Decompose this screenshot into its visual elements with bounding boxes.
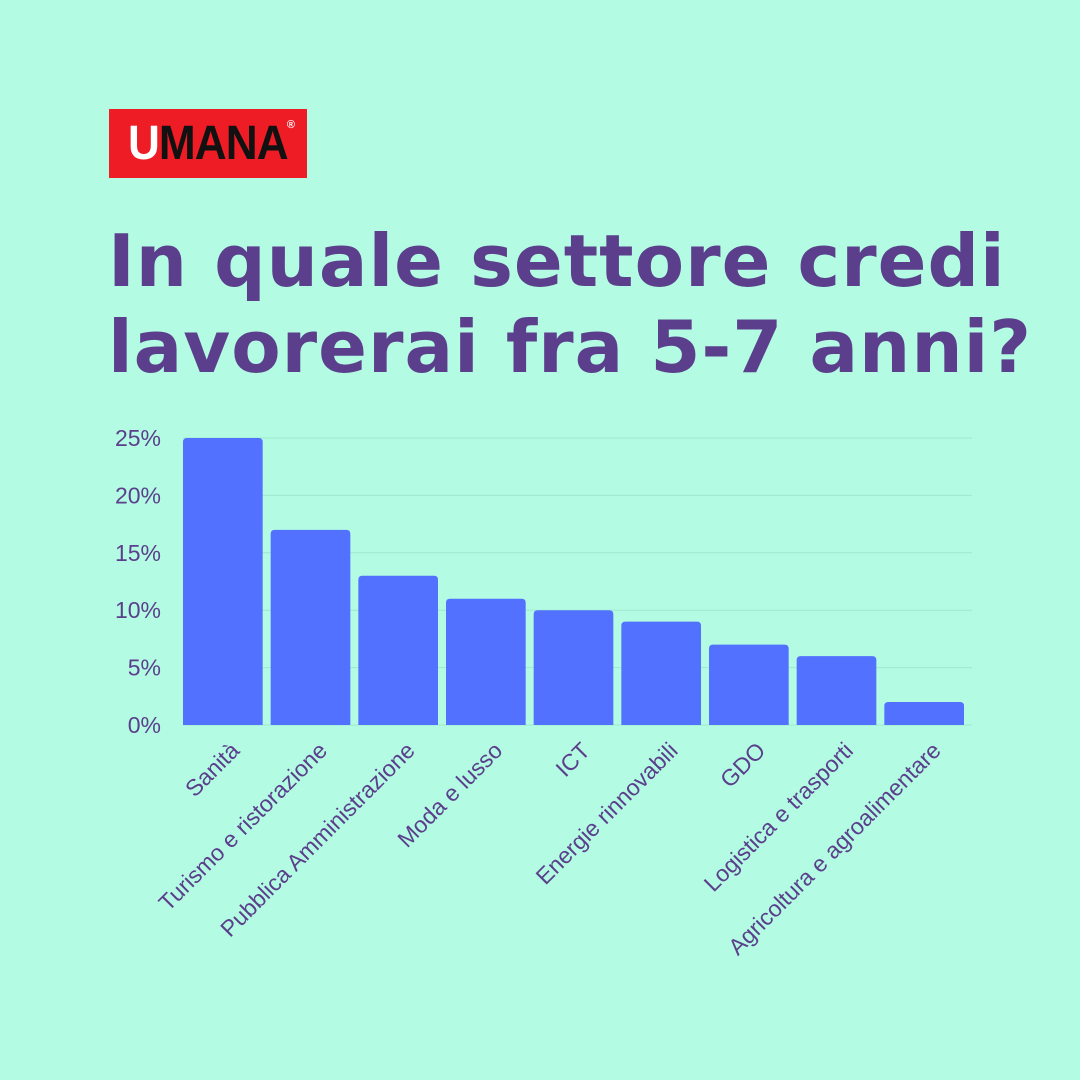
- category-label: ICT: [550, 737, 595, 782]
- title-line-1: In quale settore credi: [108, 219, 1006, 303]
- bar: [533, 610, 614, 725]
- bar: [358, 575, 438, 725]
- y-tick-label: 10%: [115, 597, 161, 623]
- bar: [270, 529, 351, 725]
- bar: [796, 656, 877, 725]
- category-label: Logistica e trasporti: [699, 737, 858, 896]
- category-label: Turismo e ristorazione: [153, 737, 332, 916]
- y-tick-label: 25%: [115, 425, 161, 451]
- category-label: GDO: [715, 737, 770, 792]
- bars: [183, 438, 964, 725]
- y-tick-label: 5%: [128, 655, 161, 681]
- bar: [709, 644, 789, 725]
- y-tick-label: 20%: [115, 482, 161, 508]
- y-axis-ticks: 0% 5% 10% 15% 20% 25%: [115, 425, 161, 738]
- bar: [884, 702, 964, 725]
- logo-first-letter: U: [128, 116, 160, 170]
- logo-registered-mark: ®: [286, 119, 295, 131]
- y-tick-label: 15%: [115, 540, 161, 566]
- bar: [446, 598, 526, 725]
- umana-logo: UMANA ®: [109, 109, 307, 178]
- title-line-2: lavorerai fra 5-7 anni?: [108, 305, 1033, 389]
- y-tick-label: 0%: [128, 712, 161, 738]
- category-label: Sanità: [180, 737, 245, 802]
- bar: [183, 438, 263, 725]
- bar: [621, 621, 701, 725]
- page-title: In quale settore credi lavorerai fra 5-7…: [108, 218, 1038, 390]
- logo-rest-letters: MANA: [159, 116, 289, 170]
- logo-wordmark: UMANA: [128, 116, 289, 170]
